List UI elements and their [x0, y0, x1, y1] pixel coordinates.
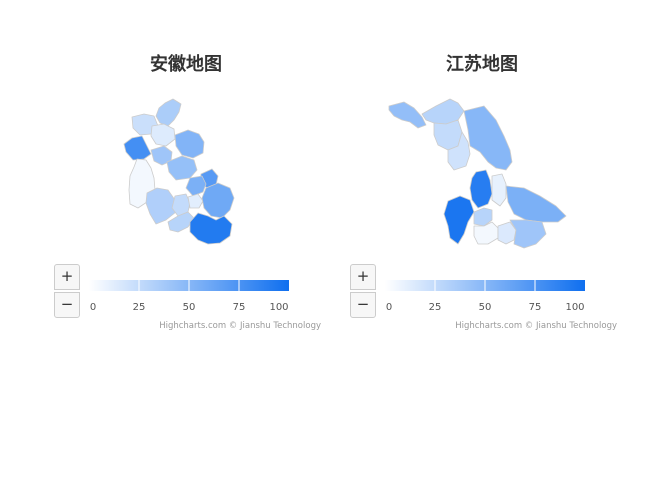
map-region[interactable]: 苏州市 [509, 219, 547, 249]
legend-tick: 25 [428, 302, 442, 313]
legend-tick: 100 [269, 302, 289, 313]
legend-tick: 0 [89, 302, 97, 313]
legend-tick: 25 [132, 302, 146, 313]
map-title: 安徽地图 [150, 54, 222, 75]
map-region[interactable]: 铜陵市 [187, 193, 204, 209]
map-region[interactable]: 淮安市 [447, 131, 471, 171]
map-region[interactable]: 黄山市 [189, 212, 233, 245]
map-region[interactable]: 扬州市 [469, 169, 493, 209]
legend-tick: 50 [182, 302, 196, 313]
legend-tick: 0 [385, 302, 393, 313]
anhui-map: 宿州市淮北市亳州市蚌埠市阜阳市淮南市滁州市马鞍山市合肥市六安市芜湖市安庆市铜陵市… [123, 98, 235, 245]
credits-link[interactable]: Highcharts.com © Jianshu Technology [455, 321, 617, 331]
zoom-out-button[interactable]: − [54, 292, 80, 318]
map-region[interactable]: 合肥市 [166, 155, 198, 181]
map-region[interactable]: 盐城市 [463, 105, 513, 171]
jiangsu-map-panel: 江苏地图 徐州市连云港市宿迁市淮安市盐城市扬州市泰州市南通市南京市镇江市常州市无… [334, 38, 630, 344]
map-region[interactable]: 泰州市 [491, 173, 507, 207]
map-region[interactable]: 常州市 [473, 221, 499, 245]
map-region[interactable]: 无锡市 [497, 221, 517, 245]
map-region[interactable]: 镇江市 [473, 207, 493, 227]
color-legend [89, 280, 289, 291]
legend-tick: 100 [565, 302, 585, 313]
map-region[interactable]: 滁州市 [174, 129, 205, 159]
map-region[interactable]: 蚌埠市 [150, 123, 176, 147]
map-region[interactable]: 宣城市 [201, 182, 235, 219]
jiangsu-map: 徐州市连云港市宿迁市淮安市盐城市扬州市泰州市南通市南京市镇江市常州市无锡市苏州市 [388, 98, 567, 249]
map-region[interactable]: 连云港市 [421, 98, 465, 125]
legend-tick: 75 [528, 302, 542, 313]
map-region[interactable]: 徐州市 [388, 101, 427, 129]
color-legend [385, 280, 585, 291]
credits-link[interactable]: Highcharts.com © Jianshu Technology [159, 321, 321, 331]
zoom-in-button[interactable]: + [350, 264, 376, 290]
map-region[interactable]: 南通市 [505, 185, 567, 223]
map-region[interactable]: 芜湖市 [185, 175, 207, 197]
map-region[interactable]: 亳州市 [123, 135, 152, 161]
legend-tick: 75 [232, 302, 246, 313]
map-title: 江苏地图 [446, 54, 518, 75]
anhui-map-panel: 安徽地图 宿州市淮北市亳州市蚌埠市阜阳市淮南市滁州市马鞍山市合肥市六安市芜湖市安… [38, 38, 334, 344]
map-region[interactable]: 南京市 [443, 195, 475, 245]
zoom-in-button[interactable]: + [54, 264, 80, 290]
map-region[interactable]: 六安市 [145, 187, 177, 225]
legend-tick: 50 [478, 302, 492, 313]
zoom-out-button[interactable]: − [350, 292, 376, 318]
map-region[interactable]: 宿州市 [155, 98, 182, 127]
